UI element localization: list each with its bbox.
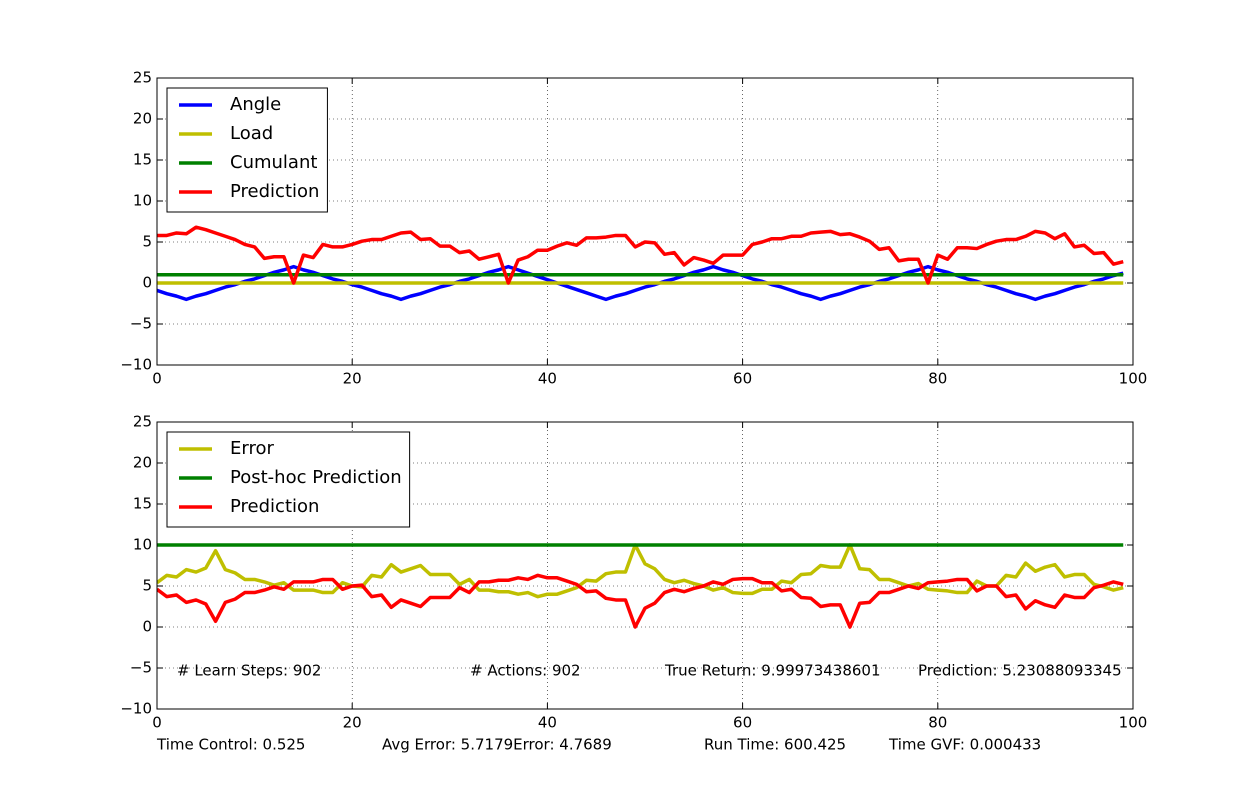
y-tick-label: 0 <box>142 618 152 636</box>
annotation: # Learn Steps: 902 <box>177 662 321 680</box>
y-tick-label: −10 <box>120 356 152 374</box>
y-tick-label: 0 <box>142 274 152 292</box>
x-tick-label: 60 <box>733 714 752 732</box>
x-tick-label: 80 <box>928 714 947 732</box>
series-line <box>157 225 1124 285</box>
x-tick-label: 100 <box>1119 370 1148 388</box>
annotation: True Return: 9.99973438601 <box>664 662 881 680</box>
y-tick-label: 5 <box>142 577 152 595</box>
y-tick-label: 15 <box>133 495 152 513</box>
x-tick-label: 60 <box>733 370 752 388</box>
x-tick-label: 40 <box>538 370 557 388</box>
annotation: Prediction: 5.23088093345 <box>918 662 1122 680</box>
annotation: # Actions: 902 <box>470 662 581 680</box>
footer-text: Run Time: 600.425 <box>704 736 846 754</box>
x-tick-label: 40 <box>538 714 557 732</box>
y-tick-label: 20 <box>133 454 152 472</box>
legend-label: Prediction <box>230 181 319 202</box>
legend-label: Angle <box>230 94 281 115</box>
axes-frame <box>156 77 1134 366</box>
y-tick-label: 5 <box>142 233 152 251</box>
legend-label: Prediction <box>230 496 319 517</box>
legend-label: Post-hoc Prediction <box>230 467 402 488</box>
axes-frame <box>156 421 1134 710</box>
y-tick-label: −10 <box>120 700 152 718</box>
series-line <box>157 573 1124 629</box>
legend: Error Post-hoc Prediction Prediction <box>166 431 411 528</box>
y-tick-label: 25 <box>133 413 152 431</box>
footer-text: Avg Error: 5.7179Error: 4.7689 <box>382 736 612 754</box>
legend-label: Cumulant <box>230 152 317 173</box>
y-tick-label: 10 <box>133 536 152 554</box>
y-tick-label: 10 <box>133 192 152 210</box>
y-tick-label: 15 <box>133 151 152 169</box>
series-line <box>157 543 1124 599</box>
y-tick-label: −5 <box>130 659 152 677</box>
footer-text: Time GVF: 0.000433 <box>888 736 1041 754</box>
legend-label: Load <box>230 123 273 144</box>
x-tick-label: 20 <box>343 370 362 388</box>
y-tick-label: 20 <box>133 110 152 128</box>
x-tick-label: 100 <box>1119 714 1148 732</box>
x-tick-label: 80 <box>928 370 947 388</box>
x-tick-label: 0 <box>152 370 162 388</box>
legend-label: Error <box>230 438 274 459</box>
y-tick-label: 25 <box>133 69 152 87</box>
x-tick-label: 0 <box>152 714 162 732</box>
legend: Angle Load Cumulant Prediction <box>166 87 328 213</box>
x-tick-label: 20 <box>343 714 362 732</box>
y-tick-label: −5 <box>130 315 152 333</box>
footer-text: Time Control: 0.525 <box>156 736 305 754</box>
